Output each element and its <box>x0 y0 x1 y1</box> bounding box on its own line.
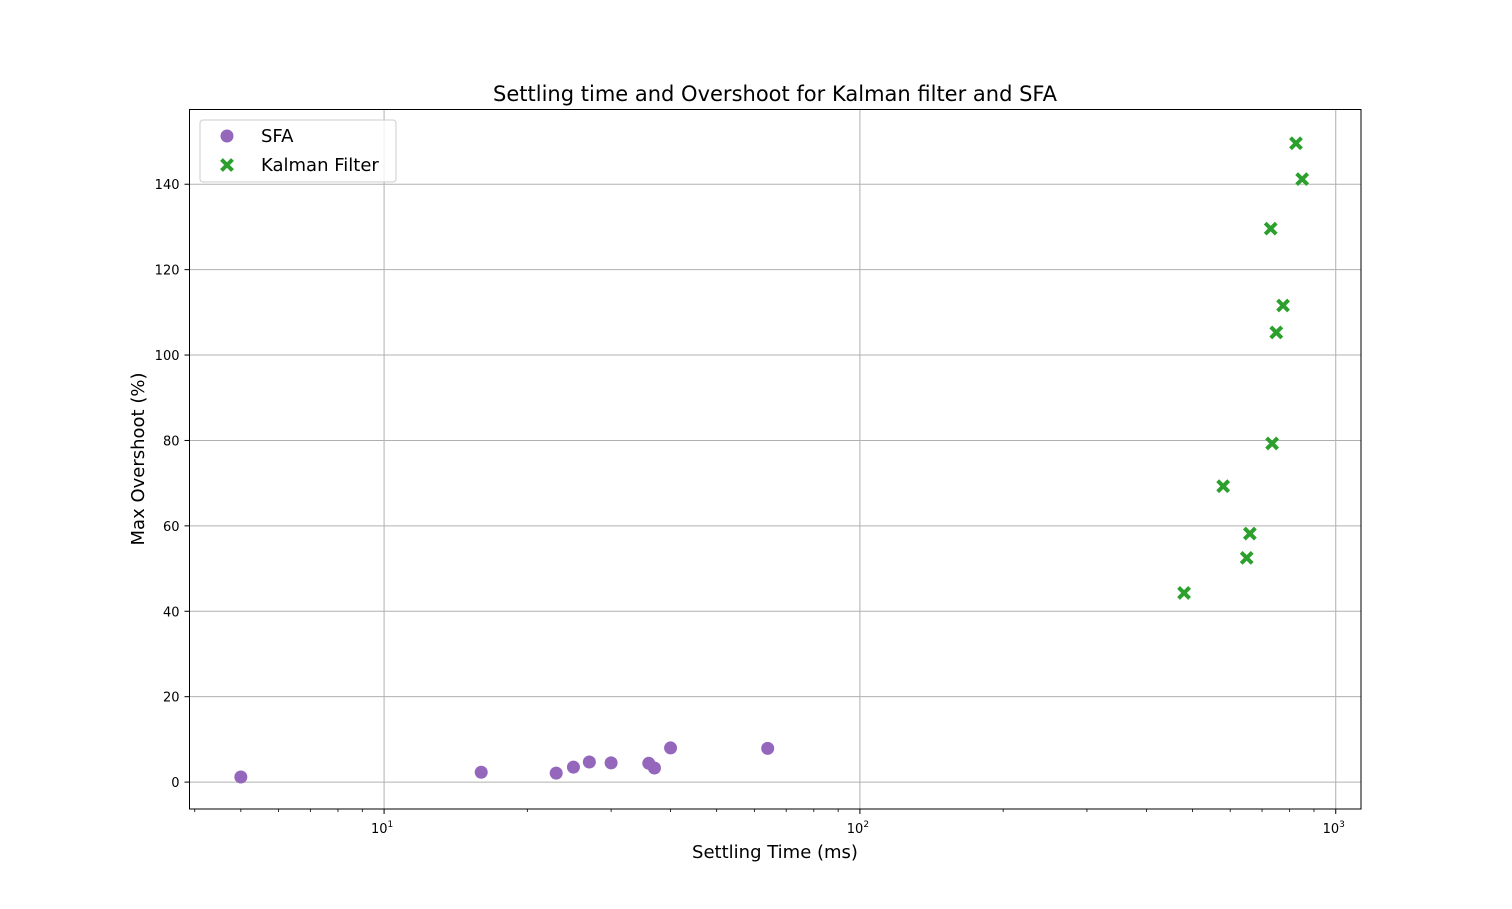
y-tick-label: 100 <box>155 349 180 364</box>
legend-label-kalman-filter: Kalman Filter <box>261 155 379 176</box>
y-tick-label: 60 <box>163 520 180 535</box>
data-point-kalman-filter <box>1269 325 1284 340</box>
plot-area: 0 20 40 60 80 100 120 140 101 102 103 SFA Kalman Fil… <box>155 109 1362 837</box>
data-point-kalman-filter <box>1242 526 1257 541</box>
data-point-sfa <box>647 761 661 775</box>
data-point-kalman-filter <box>1289 136 1303 151</box>
data-point-kalman-filter <box>1263 221 1278 236</box>
data-point-sfa <box>664 741 678 755</box>
y-tick-label: 140 <box>155 178 180 193</box>
x-tick-label: 101 <box>371 820 393 837</box>
data-point-sfa <box>604 756 618 770</box>
data-point-kalman-filter <box>1239 550 1254 565</box>
y-tick-label: 80 <box>163 434 180 449</box>
y-tick-label: 0 <box>171 776 179 791</box>
legend-box <box>199 119 397 183</box>
data-point-kalman-filter <box>1177 586 1191 600</box>
data-point-sfa <box>566 760 580 774</box>
legend-marker-kalman-filter <box>220 158 234 172</box>
data-point-sfa <box>474 765 488 779</box>
x-axis-label: Settling Time (ms) <box>692 842 858 863</box>
data-point-sfa <box>761 741 775 755</box>
legend-marker-sfa <box>220 129 234 143</box>
legend-label-sfa: SFA <box>261 126 294 147</box>
x-tick-label: 103 <box>1323 820 1345 837</box>
data-point-kalman-filter <box>1295 172 1310 187</box>
y-tick-label: 20 <box>163 691 180 706</box>
y-tick-label: 120 <box>155 264 180 279</box>
data-point-kalman-filter <box>1216 479 1231 494</box>
data-point-sfa <box>234 770 248 784</box>
data-point-sfa <box>582 755 596 769</box>
y-axis-label: Max Overshoot (%) <box>128 373 149 546</box>
plot-frame <box>189 109 1362 810</box>
legend: SFA Kalman Filter <box>199 119 397 183</box>
chart-title: Settling time and Overshoot for Kalman f… <box>493 82 1058 106</box>
data-point-sfa <box>549 766 563 780</box>
y-tick-label: 40 <box>163 605 180 620</box>
x-tick-label: 102 <box>847 820 869 837</box>
data-point-kalman-filter <box>1276 298 1290 313</box>
data-point-kalman-filter <box>1265 436 1280 451</box>
